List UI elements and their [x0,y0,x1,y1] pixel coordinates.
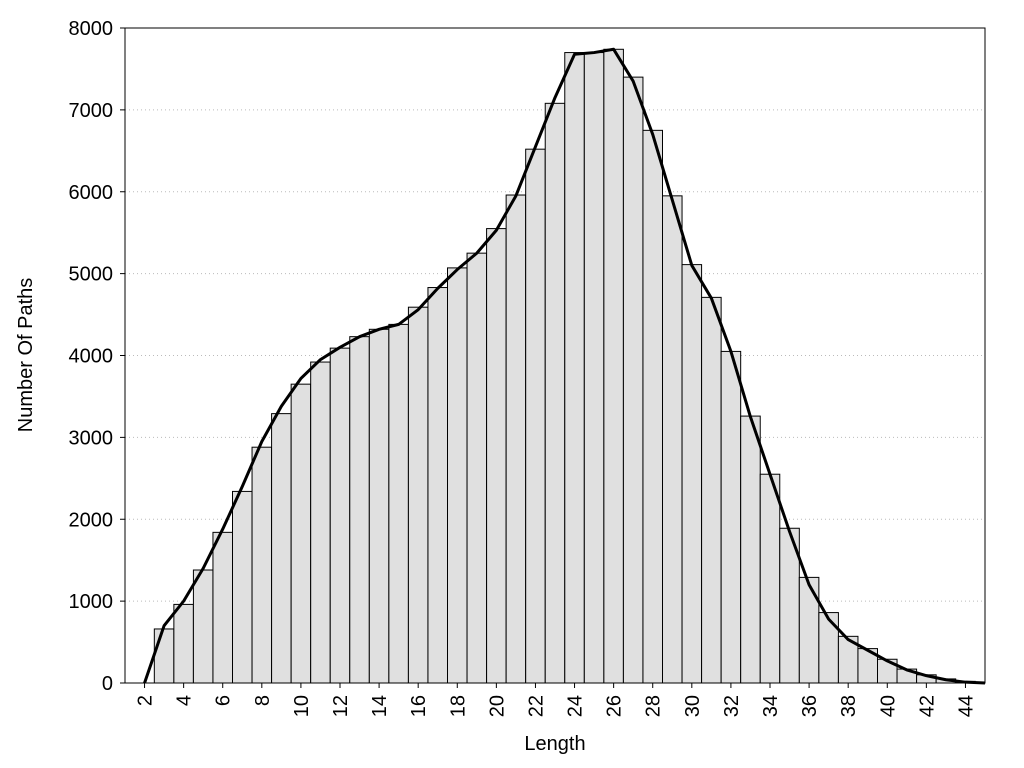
x-tick-label: 26 [604,695,626,717]
bar [329,347,351,684]
x-axis-label: Length [524,733,585,755]
x-tick-label: 6 [213,695,235,706]
bar [349,336,370,684]
bar [232,490,253,684]
y-tick-label: 8000 [69,18,114,40]
bar [290,383,312,684]
y-tick-label: 3000 [69,427,114,449]
x-tick-label: 32 [721,695,743,717]
bar [740,415,761,684]
bar [759,473,781,684]
bar [192,569,214,684]
bar [466,252,488,684]
density-curve [143,47,986,685]
x-tick-label: 40 [877,695,899,717]
bar [368,328,390,684]
bar [622,76,644,684]
x-tick-label: 28 [643,695,665,717]
bar [173,603,194,684]
x-tick-label: 42 [916,695,938,717]
y-tick-label: 4000 [69,346,114,368]
x-tick-label: 38 [838,695,860,717]
y-tick-label: 6000 [69,182,114,204]
y-tick-label: 2000 [69,509,114,531]
x-tick-label: 18 [447,695,469,717]
y-tick-label: 7000 [69,100,114,122]
bar [681,264,703,684]
bar [583,52,605,684]
x-tick-label: 8 [252,695,274,706]
bar [447,267,468,684]
x-tick-label: 24 [565,695,587,717]
x-tick-label: 2 [135,695,157,706]
y-tick-label: 0 [102,673,113,695]
x-tick-label: 14 [369,695,391,717]
x-tick-label: 44 [955,695,977,717]
bar [310,361,331,684]
x-tick-label: 34 [760,695,782,717]
bar [212,531,233,684]
bar [720,350,742,684]
bar [407,306,429,684]
bar [564,52,585,684]
bar [525,148,546,684]
bar [153,628,175,684]
y-tick-label: 1000 [69,591,114,613]
bar [271,413,292,684]
bar [701,296,722,684]
x-tick-label: 20 [486,695,508,717]
y-tick-label: 5000 [69,264,114,286]
bar [486,228,507,684]
x-tick-label: 30 [682,695,704,717]
bar [388,323,409,684]
x-tick-label: 36 [799,695,821,717]
x-tick-label: 22 [525,695,547,717]
plot-frame [124,27,986,684]
bar [798,576,820,684]
bar [427,287,449,684]
bar [505,194,527,684]
bar [642,129,663,684]
bar [544,102,566,684]
y-axis-label: Number Of Paths [15,278,37,433]
x-tick-label: 4 [174,695,196,706]
bar [251,446,273,684]
x-tick-label: 12 [330,695,352,717]
bar [818,612,839,684]
bar [603,48,624,684]
x-tick-label: 16 [408,695,430,717]
x-tick-label: 10 [291,695,313,717]
bar [662,195,683,684]
